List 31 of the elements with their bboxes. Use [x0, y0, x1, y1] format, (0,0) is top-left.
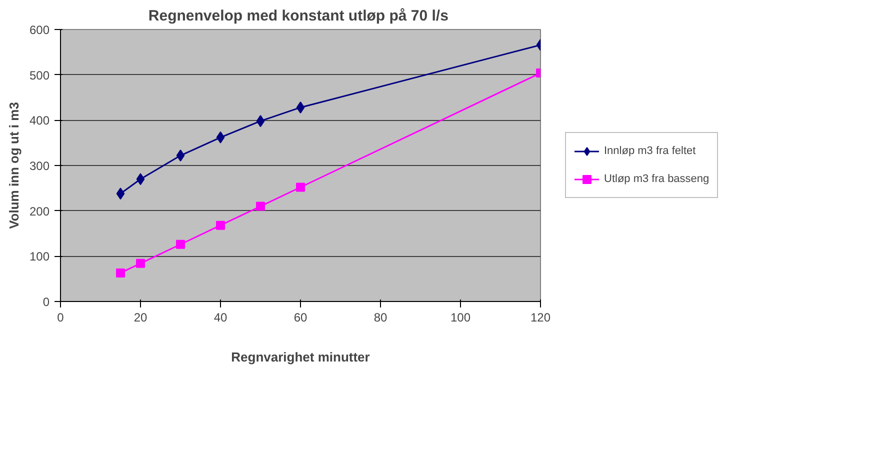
y-tick-label: 0 [42, 295, 50, 309]
legend-label: Innløp m3 fra feltet [604, 145, 696, 157]
point [256, 115, 265, 128]
y-tick-label: 100 [29, 250, 50, 264]
x-tick-label: 100 [450, 310, 471, 324]
y-tick-label: 300 [29, 159, 50, 173]
y-tick-label: 200 [29, 204, 50, 218]
point [136, 173, 145, 186]
point [116, 188, 125, 200]
point [296, 182, 305, 192]
x-tick-label: 120 [530, 310, 551, 324]
point [176, 240, 185, 249]
x-tick-label: 60 [294, 310, 308, 324]
x-tick-label: 80 [374, 310, 388, 324]
x-tick-label: 0 [57, 310, 64, 324]
y-axis-title: Volum inn og ut i m3 [6, 102, 22, 229]
chart-title: Regnenvelop med konstant utløp på 70 l/s [148, 8, 448, 24]
x-tick-label: 40 [214, 310, 228, 324]
point [136, 258, 145, 268]
y-tick-label: 600 [29, 23, 50, 37]
point [176, 150, 185, 162]
point [296, 101, 305, 114]
legend-label: Utløp m3 fra basseng [604, 173, 710, 185]
x-tick-label: 20 [134, 310, 148, 324]
y-tick-label: 400 [29, 114, 50, 128]
x-axis-title: Regnvarighet minutter [231, 350, 370, 364]
point [256, 202, 265, 211]
point [216, 131, 225, 144]
point [116, 268, 125, 278]
point [216, 220, 225, 230]
y-tick-label: 500 [29, 68, 50, 82]
